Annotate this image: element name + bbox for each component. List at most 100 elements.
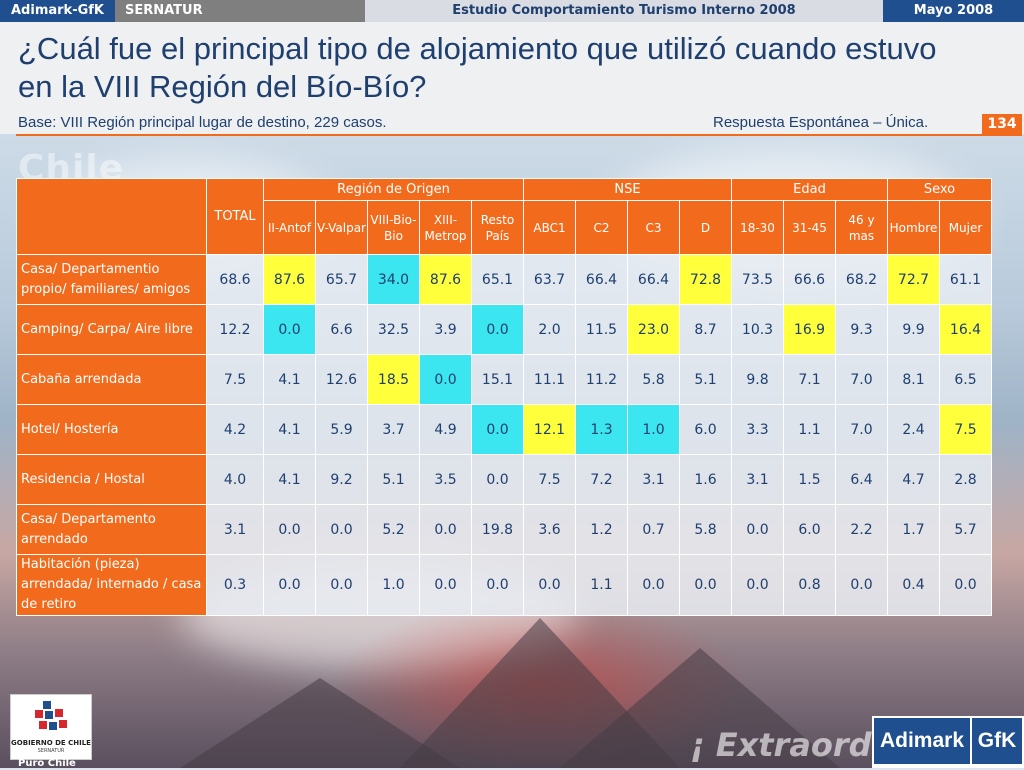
- header-col-18-30: 18-30: [731, 200, 784, 255]
- value-cell: 0.0: [679, 554, 732, 616]
- puro-chile-label: Puro Chile: [18, 758, 76, 769]
- table-row: Camping/ Carpa/ Aire libre 12.2 0.0 6.6 32.5…: [16, 304, 992, 355]
- adimark-gfk-logo: Adimark GfK: [872, 716, 1024, 768]
- value-cell: 6.5: [939, 354, 992, 405]
- value-cell: 7.1: [783, 354, 836, 405]
- value-cell: 10.3: [731, 304, 784, 355]
- value-cell: 9.3: [835, 304, 888, 355]
- value-cell: 66.6: [783, 254, 836, 305]
- client-label: SERNATUR: [115, 0, 365, 22]
- value-cell: 65.1: [471, 254, 524, 305]
- total-cell: 3.1: [206, 504, 264, 555]
- value-cell: 2.0: [523, 304, 576, 355]
- header-col-abc1: ABC1: [523, 200, 576, 255]
- value-cell: 3.1: [627, 454, 680, 505]
- header-row-columns: II-Antof V-Valpar VIII-Bio-Bio XIII-Metr…: [17, 200, 992, 255]
- table-row: Hotel/ Hostería 4.2 4.1 5.9 3.7 4.9 0.0 12.1 1.3…: [16, 404, 992, 455]
- total-cell: 4.2: [206, 404, 264, 455]
- row-label: Casa/ Departamentio propio/ familiares/ …: [16, 254, 207, 305]
- header-col-resto-pais: Resto País: [471, 200, 524, 255]
- row-label: Habitación (pieza) arrendada/ internado …: [16, 554, 207, 616]
- value-cell: 72.8: [679, 254, 732, 305]
- value-cell: 9.8: [731, 354, 784, 405]
- value-cell: 4.7: [887, 454, 940, 505]
- gobierno-star-icon: [35, 701, 67, 730]
- value-cell: 68.2: [835, 254, 888, 305]
- value-cell: 12.1: [523, 404, 576, 455]
- total-cell: 0.3: [206, 554, 264, 616]
- total-cell: 4.0: [206, 454, 264, 505]
- table-row: Casa/ Departamento arrendado 3.1 0.0 0.0 5.2…: [16, 504, 992, 555]
- value-cell: 72.7: [887, 254, 940, 305]
- value-cell: 0.0: [835, 554, 888, 616]
- value-cell: 65.7: [315, 254, 368, 305]
- value-cell: 2.8: [939, 454, 992, 505]
- value-cell: 3.5: [419, 454, 472, 505]
- total-cell: 68.6: [206, 254, 264, 305]
- slide-title: ¿Cuál fue el principal tipo de alojamien…: [18, 31, 937, 104]
- value-cell: 2.2: [835, 504, 888, 555]
- value-cell: 63.7: [523, 254, 576, 305]
- value-cell: 5.1: [679, 354, 732, 405]
- value-cell: 0.0: [419, 504, 472, 555]
- value-cell: 5.9: [315, 404, 368, 455]
- header-col-c3: C3: [627, 200, 680, 255]
- value-cell: 15.1: [471, 354, 524, 405]
- value-cell: 7.0: [835, 404, 888, 455]
- value-cell: 1.1: [783, 404, 836, 455]
- value-cell: 0.0: [419, 354, 472, 405]
- value-cell: 19.8: [471, 504, 524, 555]
- background-watermark-extraordinario: ¡ Extraord: [690, 726, 872, 764]
- row-label: Camping/ Carpa/ Aire libre: [16, 304, 207, 355]
- value-cell: 6.0: [679, 404, 732, 455]
- header-col-v-valpar: V-Valpar: [315, 200, 368, 255]
- value-cell: 8.7: [679, 304, 732, 355]
- header-col-ii-antof: II-Antof: [263, 200, 316, 255]
- value-cell: 0.0: [471, 304, 524, 355]
- value-cell: 1.1: [575, 554, 628, 616]
- date-label: Mayo 2008: [883, 0, 1024, 22]
- value-cell: 61.1: [939, 254, 992, 305]
- page-number-badge: 134: [982, 114, 1022, 134]
- header-divider: [16, 134, 1022, 136]
- value-cell: 0.0: [315, 504, 368, 555]
- value-cell: 5.2: [367, 504, 420, 555]
- value-cell: 3.6: [523, 504, 576, 555]
- row-label: Hotel/ Hostería: [16, 404, 207, 455]
- value-cell: 0.0: [523, 554, 576, 616]
- row-label: Casa/ Departamento arrendado: [16, 504, 207, 555]
- header-col-c2: C2: [575, 200, 628, 255]
- value-cell: 2.4: [887, 404, 940, 455]
- value-cell: 7.0: [835, 354, 888, 405]
- value-cell: 5.1: [367, 454, 420, 505]
- header-group-edad: Edad: [731, 178, 888, 201]
- gobierno-de-chile-logo: GOBIERNO DE CHILE SERNATUR: [10, 694, 92, 760]
- header-col-xiii-metrop: XIII-Metrop: [419, 200, 472, 255]
- value-cell: 87.6: [419, 254, 472, 305]
- value-cell: 0.0: [471, 554, 524, 616]
- table-row: Casa/ Departamentio propio/ familiares/ …: [16, 254, 992, 305]
- value-cell: 3.3: [731, 404, 784, 455]
- total-cell: 12.2: [206, 304, 264, 355]
- header-total: TOTAL: [206, 178, 264, 255]
- value-cell: 4.1: [263, 354, 316, 405]
- value-cell: 5.8: [627, 354, 680, 405]
- value-cell: 3.1: [731, 454, 784, 505]
- value-cell: 87.6: [263, 254, 316, 305]
- row-label: Residencia / Hostal: [16, 454, 207, 505]
- value-cell: 4.1: [263, 404, 316, 455]
- value-cell: 0.0: [263, 554, 316, 616]
- value-cell: 66.4: [575, 254, 628, 305]
- header-row-groups: TOTAL Región de Origen NSE Edad Sexo: [16, 178, 992, 255]
- value-cell: 0.0: [627, 554, 680, 616]
- results-table: TOTAL Región de Origen NSE Edad Sexo II-…: [16, 178, 992, 616]
- adimark-wordmark: Adimark: [874, 718, 970, 764]
- value-cell: 0.0: [263, 504, 316, 555]
- background-mountain: [180, 678, 460, 768]
- value-cell: 1.7: [887, 504, 940, 555]
- header-group-nse: NSE: [523, 178, 732, 201]
- value-cell: 11.1: [523, 354, 576, 405]
- value-cell: 8.1: [887, 354, 940, 405]
- value-cell: 11.5: [575, 304, 628, 355]
- value-cell: 34.0: [367, 254, 420, 305]
